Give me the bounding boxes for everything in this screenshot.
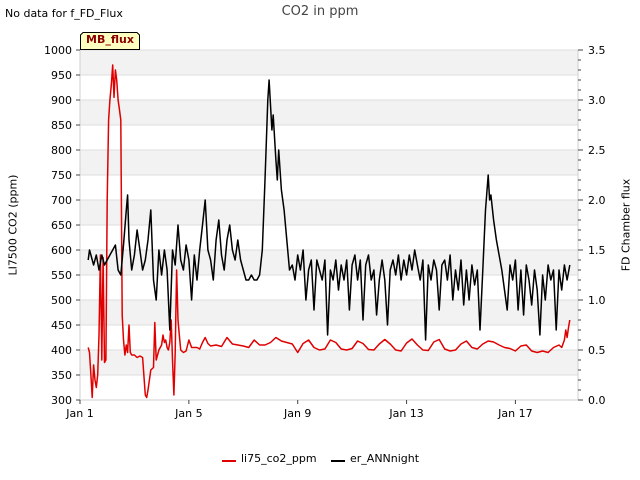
series-li75-co2-ppm-line — [87, 64, 571, 399]
y-left-tick-label: 850 — [51, 119, 72, 132]
y-left-tick-label: 650 — [51, 219, 72, 232]
y-left-tick-label: 900 — [51, 94, 72, 107]
axes: 300 350 400 450 500 550 600 650 700 750 800 850 900 9… — [44, 44, 606, 420]
grid-band — [80, 50, 578, 75]
grid-band — [80, 175, 578, 200]
x-tick-label: Jan 17 — [497, 407, 532, 420]
mb-flux-badge — [80, 32, 140, 50]
x-tick-label: Jan 13 — [388, 407, 423, 420]
y-left-tick-label: 350 — [51, 369, 72, 382]
mb-flux-badge-label: MB_flux — [86, 33, 134, 46]
y-axis-left-label: LI7500 CO2 (ppm) — [6, 174, 20, 276]
series-er-annnight-line — [87, 79, 571, 341]
legend-swatch-li75 — [222, 460, 236, 462]
x-tick-label: Jan 5 — [174, 407, 202, 420]
y-left-tick-label: 600 — [51, 244, 72, 257]
grid-band — [80, 100, 578, 125]
grid-band — [80, 250, 578, 275]
grid-band — [80, 200, 578, 225]
y-right-tick-label: 0.0 — [588, 394, 606, 407]
grid-band — [80, 150, 578, 175]
y-left-tick-label: 400 — [51, 344, 72, 357]
legend-label-li75: li75_co2_ppm — [241, 452, 317, 465]
series-layer — [87, 64, 571, 399]
y-left-tick-label: 300 — [51, 394, 72, 407]
x-tick-label: Jan 9 — [283, 407, 311, 420]
y-right-tick-label: 3.5 — [588, 44, 606, 57]
grid-band — [80, 375, 578, 400]
legend: li75_co2_ppm er_ANNnight — [0, 452, 640, 470]
y-left-tick-label: 750 — [51, 169, 72, 182]
x-tick-label: Jan 1 — [65, 407, 93, 420]
grid-band — [80, 125, 578, 150]
y-left-tick-label: 1000 — [44, 44, 72, 57]
y-right-tick-label: 3.0 — [588, 94, 606, 107]
y-right-tick-label: 0.5 — [588, 344, 606, 357]
y-left-tick-label: 550 — [51, 269, 72, 282]
grid-band — [80, 225, 578, 250]
y-right-tick-label: 1.0 — [588, 294, 606, 307]
y-left-tick-label: 500 — [51, 294, 72, 307]
legend-swatch-er-annnight — [331, 460, 345, 462]
y-left-tick-label: 950 — [51, 69, 72, 82]
grid-band — [80, 350, 578, 375]
y-left-tick-label: 800 — [51, 144, 72, 157]
y-left-tick-label: 450 — [51, 319, 72, 332]
grid-band — [80, 75, 578, 100]
y-right-tick-label: 2.0 — [588, 194, 606, 207]
legend-label-er-annnight: er_ANNnight — [350, 452, 420, 465]
y-axis-right-label: FD Chamber flux — [619, 178, 633, 272]
chart-title: CO2 in ppm — [281, 4, 359, 19]
y-right-tick-label: 1.5 — [588, 244, 606, 257]
y-left-tick-label: 700 — [51, 194, 72, 207]
y-right-tick-label: 2.5 — [588, 144, 606, 157]
no-data-note: No data for f_FD_Flux — [5, 7, 123, 20]
